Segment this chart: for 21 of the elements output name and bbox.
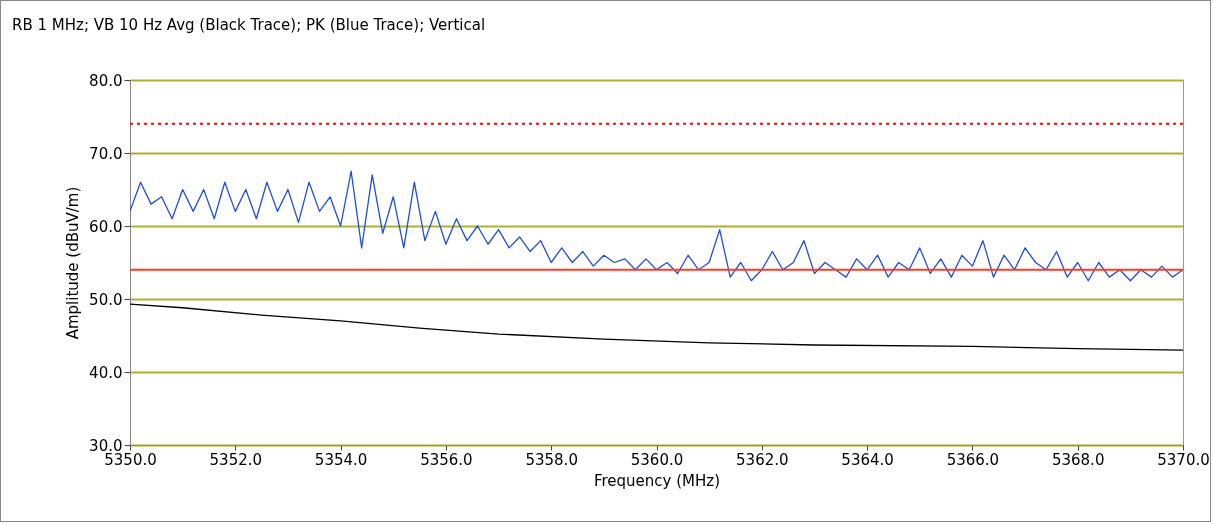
y-tick-label: 70.0 [89, 144, 123, 163]
x-tick-label: 5364.0 [841, 450, 894, 469]
x-tick-label: 5370.0 [1157, 450, 1210, 469]
y-tick-label: 50.0 [89, 290, 123, 309]
x-tick-label: 5358.0 [525, 450, 578, 469]
y-axis-title: Amplitude (dBuV/m) [64, 186, 83, 340]
chart-title: RB 1 MHz; VB 10 Hz Avg (Black Trace); PK (Blue Trace); Vertical [12, 16, 486, 34]
line-series [130, 170, 1183, 282]
x-tick-label: 5356.0 [420, 450, 473, 469]
x-tick-label: 5350.0 [104, 450, 157, 469]
x-axis-title: Frequency (MHz) [593, 471, 721, 490]
x-tick-label: 5352.0 [209, 450, 263, 469]
x-tick-label: 5362.0 [736, 450, 789, 469]
y-tick-label: 60.0 [89, 217, 123, 236]
x-tick-label: 5368.0 [1051, 450, 1105, 469]
x-tick-label: 5360.0 [630, 450, 684, 469]
x-tick-label: 5354.0 [314, 450, 368, 469]
y-tick-label: 80.0 [89, 71, 123, 90]
line-series [130, 303, 1183, 351]
y-tick-label: 40.0 [89, 363, 123, 382]
x-tick-label: 5366.0 [946, 450, 1000, 469]
